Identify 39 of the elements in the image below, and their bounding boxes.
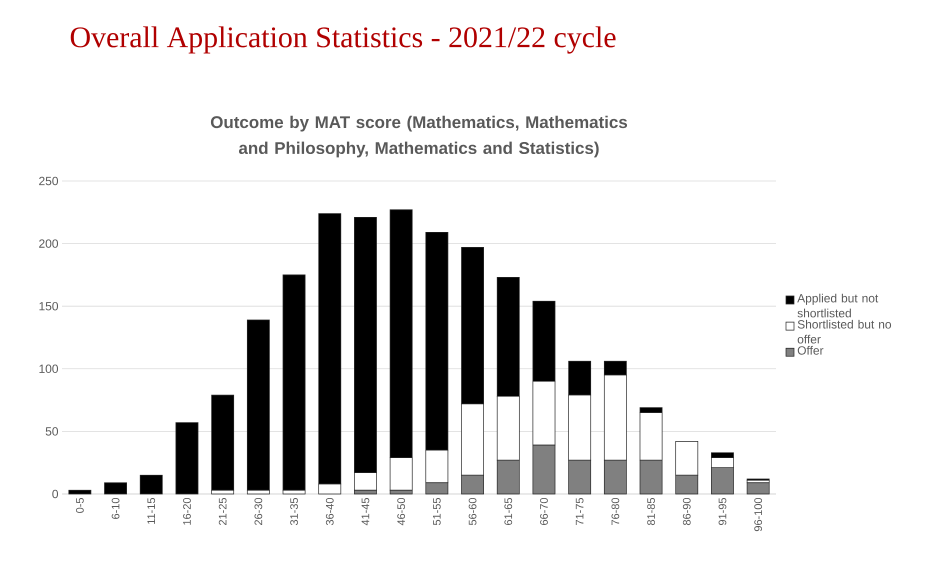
x-tick-label: 0-5 <box>76 498 84 513</box>
x-tick-label: 71-75 <box>576 498 584 525</box>
chart-title: Overall Application Statistics - 2021/22 cycle <box>70 26 616 54</box>
x-tick-label: 41-45 <box>362 498 370 526</box>
x-tick-label: 26-30 <box>254 498 262 525</box>
x-tick-label: 61-65 <box>504 498 512 525</box>
y-tick-label: 0 <box>52 490 58 498</box>
bar <box>68 490 92 494</box>
x-tick-label: 86-90 <box>682 498 691 526</box>
x-tick-label: 51-55 <box>433 498 441 526</box>
x-tick-label: 21-25 <box>218 498 227 525</box>
x-tick-label: 96-100 <box>754 498 762 532</box>
x-tick-label: 16-20 <box>183 498 191 525</box>
y-tick-label: 200 <box>39 239 58 248</box>
x-tick-label: 76-80 <box>611 498 620 525</box>
y-tick-label: 50 <box>46 427 58 436</box>
x-tick-label: 6-10 <box>112 498 120 519</box>
bar <box>176 422 198 494</box>
x-tick-label: 11-15 <box>147 498 156 524</box>
y-tick-label: 150 <box>39 302 58 310</box>
bar <box>282 274 306 491</box>
x-tick-label: 31-35 <box>290 498 298 526</box>
legend-label: Offer <box>798 346 824 355</box>
legend-label: Shortlisted but no offer <box>798 320 892 344</box>
x-tick-label: 66-70 <box>540 498 548 525</box>
bar <box>104 482 127 494</box>
bar <box>246 320 270 491</box>
y-tick-label: 250 <box>39 176 58 186</box>
bar <box>746 482 770 494</box>
x-tick-label: 56-60 <box>468 498 476 526</box>
x-tick-label: 91-95 <box>718 498 726 526</box>
bar <box>140 474 163 494</box>
x-tick-label: 36-40 <box>326 498 334 526</box>
x-tick-label: 46-50 <box>397 498 406 526</box>
chart-subtitle: Outcome by MAT score (Mathematics, Mathematics and Philosophy, Mathematics and Statistics) <box>210 116 628 158</box>
legend-label: Applied but not shortlisted <box>797 294 878 318</box>
bar <box>211 394 234 491</box>
y-tick-label: 100 <box>39 364 58 374</box>
x-tick-label: 81-85 <box>647 498 655 526</box>
